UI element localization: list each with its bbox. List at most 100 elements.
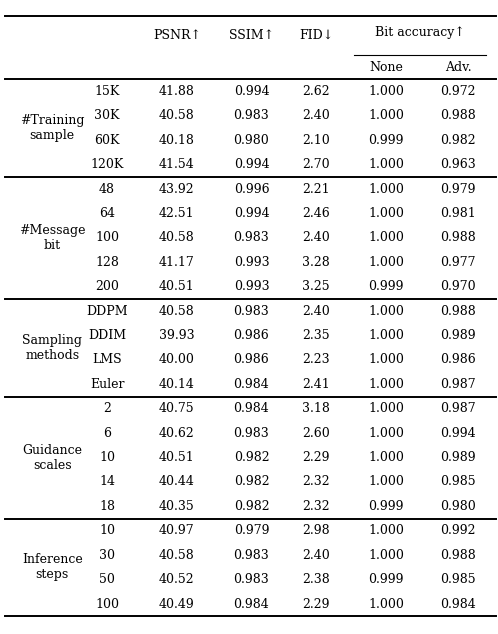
Text: DDIM: DDIM [88, 329, 126, 342]
Text: 0.994: 0.994 [234, 85, 269, 98]
Text: 40.35: 40.35 [159, 500, 195, 513]
Text: 60K: 60K [94, 134, 120, 147]
Text: 41.17: 41.17 [159, 256, 195, 269]
Text: Adv.: Adv. [445, 61, 472, 74]
Text: 100: 100 [95, 231, 119, 245]
Text: 0.983: 0.983 [234, 109, 269, 122]
Text: 0.993: 0.993 [234, 256, 269, 269]
Text: 64: 64 [99, 207, 115, 220]
Text: 0.986: 0.986 [234, 329, 269, 342]
Text: 0.999: 0.999 [368, 500, 404, 513]
Text: 0.985: 0.985 [440, 476, 476, 489]
Text: 0.979: 0.979 [440, 183, 476, 196]
Text: 40.51: 40.51 [159, 280, 195, 294]
Text: 0.989: 0.989 [440, 329, 476, 342]
Text: 2.32: 2.32 [302, 476, 330, 489]
Text: 0.988: 0.988 [440, 109, 476, 122]
Text: Bit accuracy↑: Bit accuracy↑ [374, 27, 465, 39]
Text: Guidance
scales: Guidance scales [22, 444, 82, 472]
Text: 40.44: 40.44 [159, 476, 195, 489]
Text: 39.93: 39.93 [159, 329, 195, 342]
Text: 0.982: 0.982 [440, 134, 476, 147]
Text: 0.984: 0.984 [440, 597, 476, 611]
Text: 41.54: 41.54 [159, 158, 195, 171]
Text: FID↓: FID↓ [299, 29, 333, 42]
Text: 0.982: 0.982 [234, 451, 269, 464]
Text: 1.000: 1.000 [368, 451, 404, 464]
Text: 1.000: 1.000 [368, 85, 404, 98]
Text: 2.38: 2.38 [302, 573, 330, 586]
Text: 0.994: 0.994 [440, 427, 476, 440]
Text: 2.23: 2.23 [302, 353, 330, 366]
Text: 128: 128 [95, 256, 119, 269]
Text: 10: 10 [99, 451, 115, 464]
Text: 2.40: 2.40 [302, 109, 330, 122]
Text: 0.993: 0.993 [234, 280, 269, 294]
Text: 40.52: 40.52 [159, 573, 195, 586]
Text: 3.18: 3.18 [302, 402, 330, 415]
Text: 200: 200 [95, 280, 119, 294]
Text: 40.00: 40.00 [159, 353, 195, 366]
Text: 2.40: 2.40 [302, 231, 330, 245]
Text: 15K: 15K [95, 85, 120, 98]
Text: 6: 6 [103, 427, 111, 440]
Text: 1.000: 1.000 [368, 304, 404, 318]
Text: 1.000: 1.000 [368, 256, 404, 269]
Text: 0.983: 0.983 [234, 427, 269, 440]
Text: 1.000: 1.000 [368, 524, 404, 538]
Text: 3.25: 3.25 [302, 280, 330, 294]
Text: LMS: LMS [92, 353, 122, 366]
Text: 0.986: 0.986 [234, 353, 269, 366]
Text: 1.000: 1.000 [368, 548, 404, 562]
Text: 30: 30 [99, 548, 115, 562]
Text: 0.972: 0.972 [440, 85, 476, 98]
Text: 0.981: 0.981 [440, 207, 476, 220]
Text: 0.985: 0.985 [440, 573, 476, 586]
Text: PSNR↑: PSNR↑ [153, 29, 201, 42]
Text: 0.982: 0.982 [234, 500, 269, 513]
Text: 40.97: 40.97 [159, 524, 195, 538]
Text: 0.994: 0.994 [234, 158, 269, 171]
Text: 1.000: 1.000 [368, 597, 404, 611]
Text: 0.977: 0.977 [440, 256, 476, 269]
Text: 2.41: 2.41 [302, 378, 330, 391]
Text: 0.987: 0.987 [440, 402, 476, 415]
Text: 1.000: 1.000 [368, 183, 404, 196]
Text: 0.986: 0.986 [440, 353, 476, 366]
Text: 2.40: 2.40 [302, 304, 330, 318]
Text: 14: 14 [99, 476, 115, 489]
Text: 120K: 120K [90, 158, 124, 171]
Text: 41.88: 41.88 [159, 85, 195, 98]
Text: 0.970: 0.970 [440, 280, 476, 294]
Text: 2.35: 2.35 [302, 329, 330, 342]
Text: 0.980: 0.980 [440, 500, 476, 513]
Text: 1.000: 1.000 [368, 353, 404, 366]
Text: 40.58: 40.58 [159, 548, 195, 562]
Text: 100: 100 [95, 597, 119, 611]
Text: DDPM: DDPM [86, 304, 128, 318]
Text: 2.32: 2.32 [302, 500, 330, 513]
Text: 2.10: 2.10 [302, 134, 330, 147]
Text: 1.000: 1.000 [368, 231, 404, 245]
Text: 0.983: 0.983 [234, 573, 269, 586]
Text: 0.984: 0.984 [234, 597, 269, 611]
Text: 40.58: 40.58 [159, 304, 195, 318]
Text: 30K: 30K [94, 109, 120, 122]
Text: 0.994: 0.994 [234, 207, 269, 220]
Text: 40.49: 40.49 [159, 597, 195, 611]
Text: 2.21: 2.21 [302, 183, 330, 196]
Text: 0.983: 0.983 [234, 548, 269, 562]
Text: 0.987: 0.987 [440, 378, 476, 391]
Text: #Training
sample: #Training sample [20, 114, 85, 142]
Text: 42.51: 42.51 [159, 207, 195, 220]
Text: 40.14: 40.14 [159, 378, 195, 391]
Text: 3.28: 3.28 [302, 256, 330, 269]
Text: 1.000: 1.000 [368, 109, 404, 122]
Text: 1.000: 1.000 [368, 329, 404, 342]
Text: 50: 50 [99, 573, 115, 586]
Text: 0.983: 0.983 [234, 231, 269, 245]
Text: #Message
bit: #Message bit [19, 224, 86, 252]
Text: 1.000: 1.000 [368, 378, 404, 391]
Text: 0.989: 0.989 [440, 451, 476, 464]
Text: 2.40: 2.40 [302, 548, 330, 562]
